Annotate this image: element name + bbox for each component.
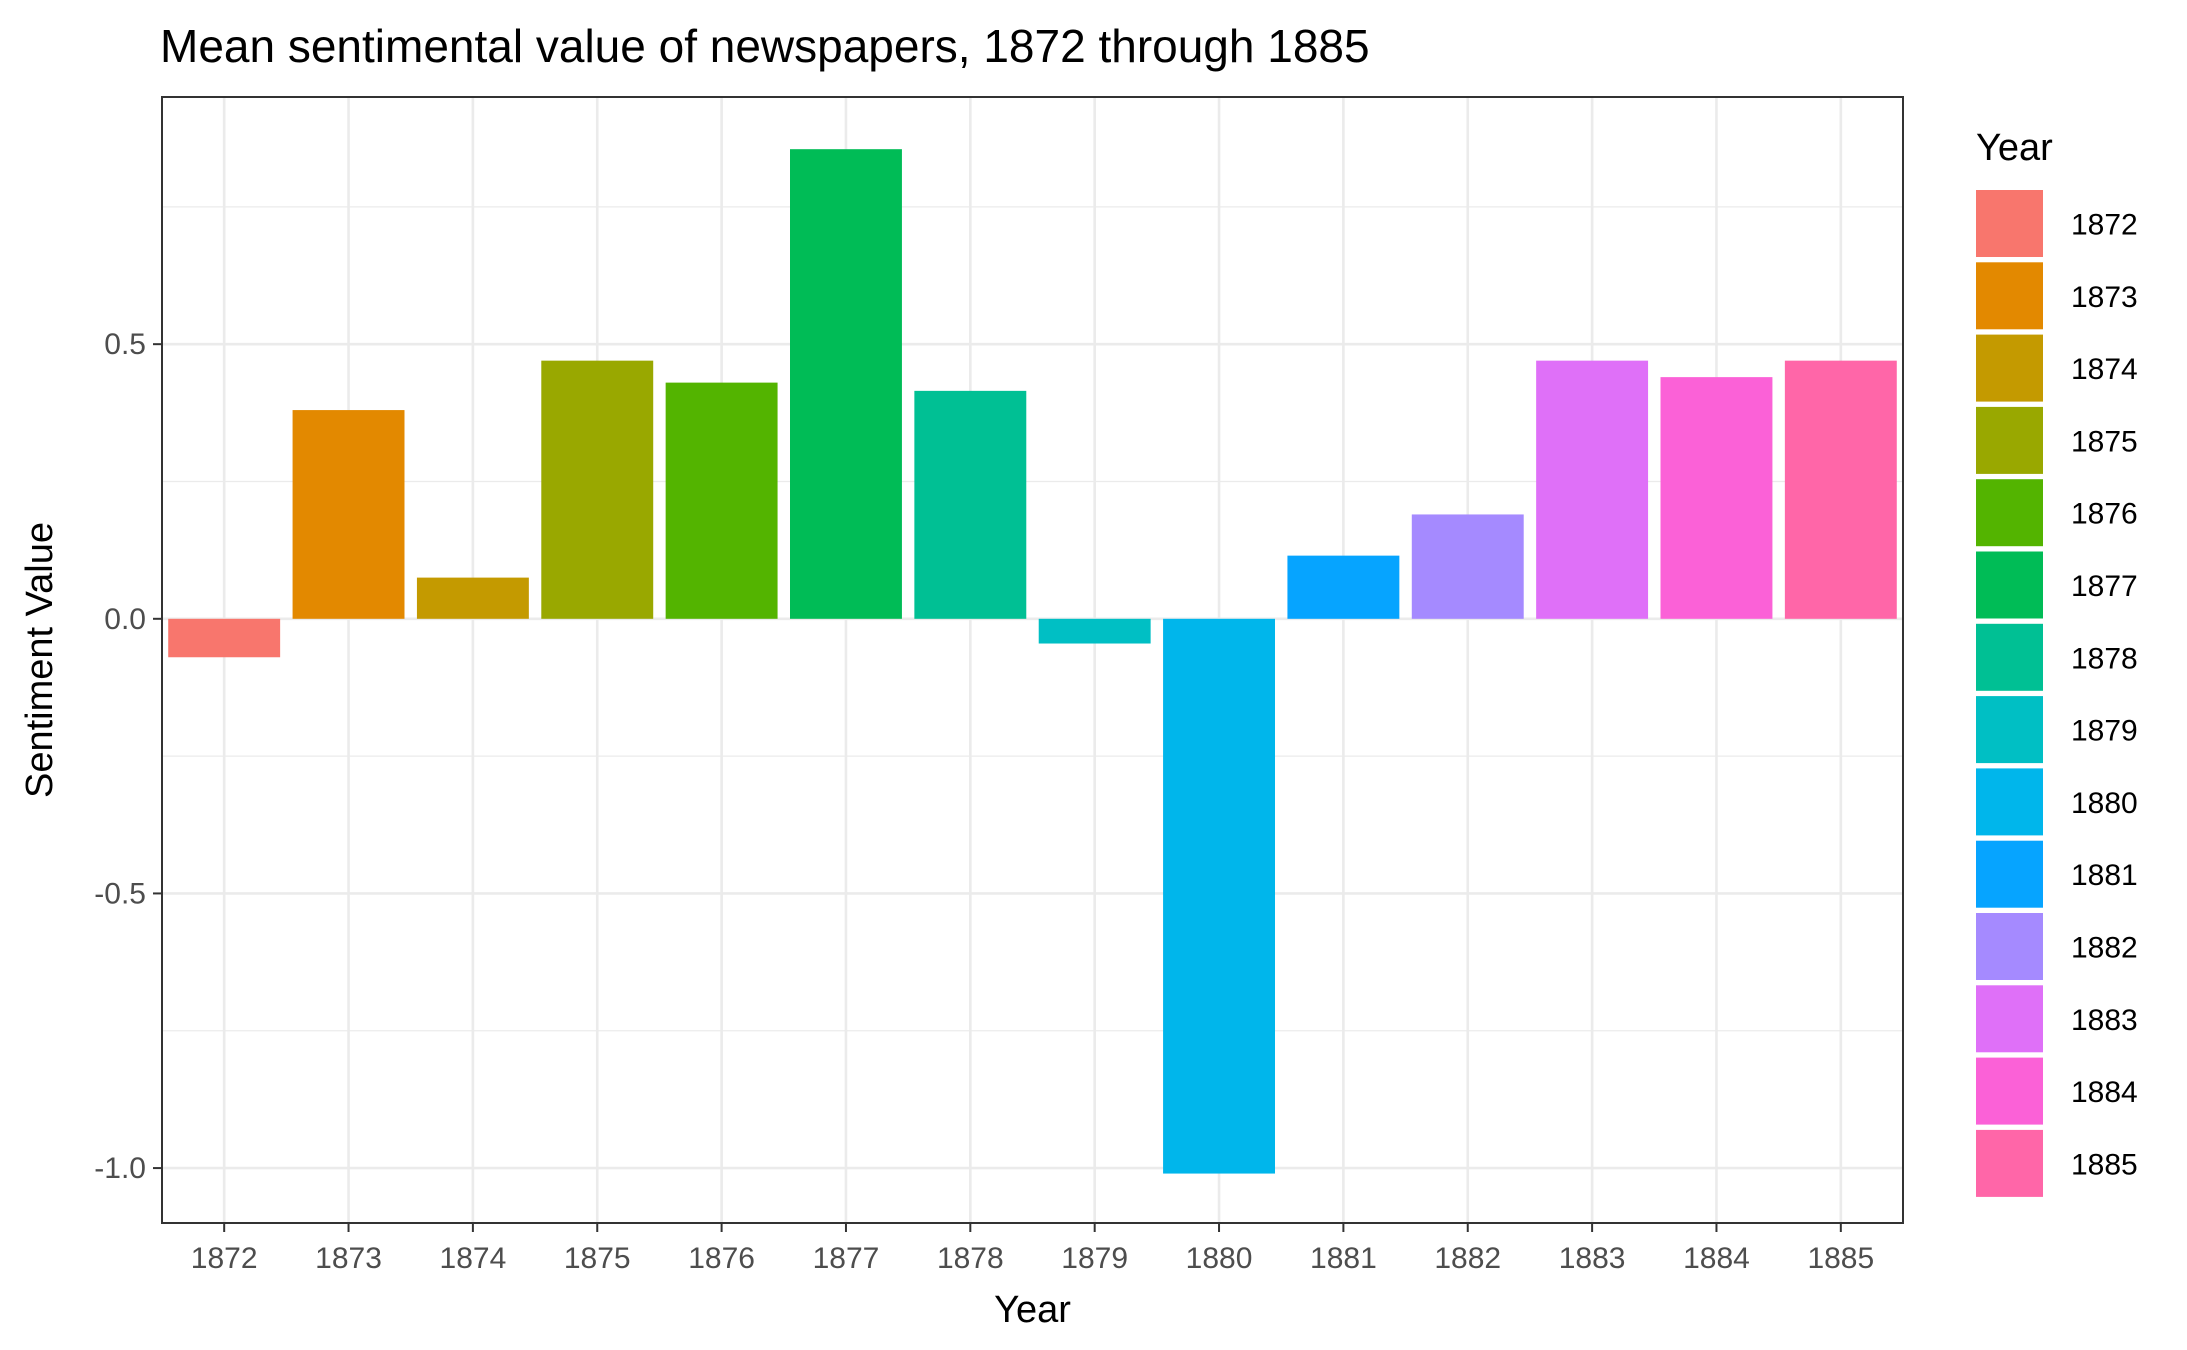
legend-label-1876: 1876	[2071, 498, 2138, 531]
legend-label-1875: 1875	[2071, 425, 2138, 458]
legend-label-1883: 1883	[2071, 1004, 2138, 1037]
bar-1880	[1163, 618, 1275, 1174]
bar-1874	[416, 577, 529, 619]
bar-1881	[1287, 555, 1400, 619]
legend-key-1872	[1976, 190, 2043, 257]
legend-key-1884	[1976, 1057, 2043, 1125]
bar-1877	[790, 149, 902, 619]
legend-label-1879: 1879	[2071, 715, 2138, 748]
legend-label-1884: 1884	[2071, 1076, 2138, 1109]
x-tick-label: 1883	[1559, 1242, 1626, 1275]
x-tick-label: 1879	[1061, 1242, 1128, 1275]
legend-label-1873: 1873	[2071, 281, 2138, 314]
legend-key-1878	[1976, 623, 2043, 691]
x-tick-label: 1881	[1310, 1242, 1377, 1275]
x-tick-label: 1880	[1186, 1242, 1253, 1275]
legend-title: Year	[1976, 127, 2053, 169]
panel-background	[162, 97, 1903, 1223]
bar-1882	[1411, 514, 1524, 619]
legend-key-1881	[1976, 840, 2043, 908]
bar-1872	[168, 618, 281, 658]
x-tick-label: 1876	[688, 1242, 755, 1275]
legend-label-1880: 1880	[2071, 787, 2138, 820]
bar-1883	[1536, 360, 1649, 619]
legend-label-1878: 1878	[2071, 642, 2138, 675]
x-tick-label: 1874	[440, 1242, 507, 1275]
legend-label-1872: 1872	[2071, 209, 2138, 242]
legend: Year 1872 1873 1874 1875 1876 1877 1878 1879 188…	[1976, 127, 2138, 1197]
legend-key-1885	[1976, 1129, 2043, 1197]
x-tick-label: 1875	[564, 1242, 631, 1275]
y-tick-label: 0.5	[104, 328, 146, 361]
bar-1879	[1038, 618, 1151, 644]
y-axis-title: Sentiment Value	[19, 522, 61, 798]
x-tick-label: 1878	[937, 1242, 1004, 1275]
chart-title: Mean sentimental value of newspapers, 18…	[160, 20, 1370, 72]
x-tick-label: 1885	[1807, 1242, 1874, 1275]
legend-key-1875	[1976, 406, 2043, 474]
legend-label-1874: 1874	[2071, 353, 2138, 386]
x-tick-label: 1884	[1683, 1242, 1750, 1275]
y-tick-label: -1.0	[94, 1152, 146, 1185]
legend-label-1877: 1877	[2071, 570, 2138, 603]
legend-key-1883	[1976, 985, 2043, 1053]
x-tick-label: 1872	[191, 1242, 258, 1275]
x-tick-label: 1873	[315, 1242, 382, 1275]
x-tick-label: 1877	[813, 1242, 880, 1275]
panel-border	[161, 96, 1904, 1224]
bar-1885	[1784, 360, 1897, 619]
y-tick-label: -0.5	[94, 877, 146, 910]
legend-key-1877	[1976, 551, 2043, 619]
legend-key-1873	[1976, 262, 2043, 330]
plot-area: -1.0 -0.5 0.0 0.5 1872 1873 1874 1875 1876 1877 18…	[94, 96, 1904, 1275]
legend-key-1879	[1976, 696, 2043, 764]
x-axis-title: Year	[994, 1289, 1071, 1331]
legend-key-1882	[1976, 913, 2043, 980]
bar-1876	[665, 382, 778, 619]
bar-1875	[541, 360, 654, 619]
legend-label-1882: 1882	[2071, 932, 2138, 965]
bar-1878	[914, 390, 1027, 619]
legend-key-1874	[1976, 334, 2043, 402]
legend-label-1885: 1885	[2071, 1148, 2138, 1181]
x-tick-label: 1882	[1434, 1242, 1501, 1275]
legend-label-1881: 1881	[2071, 859, 2138, 892]
legend-key-1876	[1976, 479, 2043, 547]
y-tick-label: 0.0	[104, 603, 146, 636]
bar-1884	[1660, 377, 1773, 619]
bar-1873	[292, 410, 405, 619]
legend-key-1880	[1976, 768, 2043, 836]
